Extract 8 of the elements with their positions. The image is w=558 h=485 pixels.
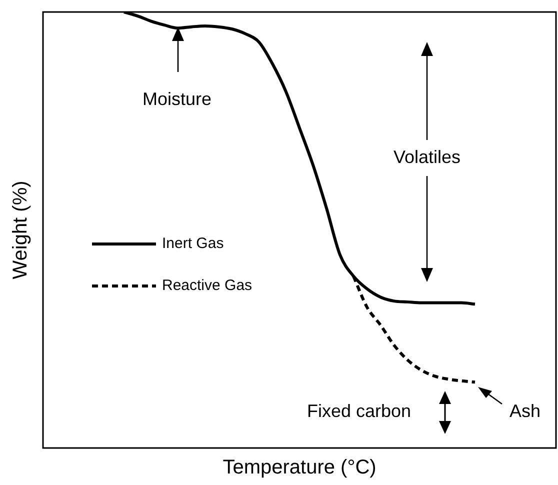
y-axis-title: Weight (%)	[10, 180, 32, 280]
annotation: Fixed carbon	[306, 400, 412, 421]
annotation: Ash	[509, 400, 541, 421]
legend-label: Reactive Gas	[162, 277, 252, 294]
x-axis-title: Temperature (°C)	[222, 456, 376, 479]
annotation: Volatiles	[393, 146, 461, 167]
legend-label: Inert Gas	[162, 235, 224, 252]
annotation: Moisture	[142, 88, 212, 109]
